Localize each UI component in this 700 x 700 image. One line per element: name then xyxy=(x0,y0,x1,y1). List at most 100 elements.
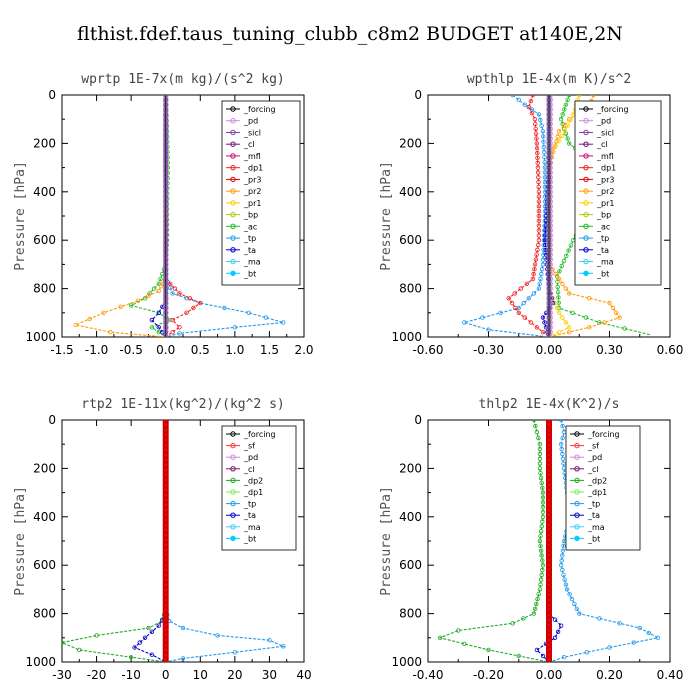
legend-label: _sf xyxy=(587,442,599,451)
series-marker-pr2 xyxy=(591,95,596,98)
chart-panel-1: wprtp 1E-7x(m kg)/(s^2 kg) Pressure [hPa]… xyxy=(13,72,314,357)
series-marker-tp xyxy=(560,456,566,461)
legend-label: _forcing xyxy=(243,430,276,439)
series-marker-pr2 xyxy=(614,310,619,315)
series-marker-tp xyxy=(558,420,564,423)
series-marker-tp xyxy=(540,262,546,267)
series-marker-dp2 xyxy=(537,456,543,461)
legend-label: _pr1 xyxy=(243,199,261,208)
series-marker-dp2 xyxy=(486,647,491,653)
series-marker-dp2 xyxy=(510,621,515,626)
series-marker-pr2 xyxy=(553,271,558,277)
series-marker-pr2 xyxy=(560,281,565,286)
series-marker-ta xyxy=(552,635,558,640)
series-marker-ac xyxy=(563,102,569,107)
legend-swatch-marker xyxy=(230,442,236,449)
series-marker-pr1 xyxy=(577,95,582,98)
series-marker-dp2 xyxy=(540,509,546,515)
x-tick-label: -1.5 xyxy=(50,343,73,357)
series-line-pr2 xyxy=(74,95,167,337)
y-tick-label: 200 xyxy=(399,136,422,150)
series-marker-tp xyxy=(558,442,564,447)
series-marker-ac xyxy=(566,248,571,253)
series-marker-tp xyxy=(222,305,227,311)
x-tick-label: 0.20 xyxy=(596,668,623,682)
legend-label: _sicl xyxy=(596,128,614,137)
series-marker-ta xyxy=(540,653,546,659)
legend-label: _ta xyxy=(587,511,600,520)
legend-label: _dp1 xyxy=(596,164,616,173)
series-marker-dp2 xyxy=(128,655,134,660)
legend-label: _bt xyxy=(243,269,256,278)
series-line-pr1 xyxy=(548,95,580,337)
series-line-ta xyxy=(133,420,167,662)
plot-area xyxy=(73,95,286,337)
legend-swatch-marker xyxy=(574,524,580,530)
x-tick-label: -0.30 xyxy=(473,343,504,357)
series-marker-dp2 xyxy=(533,423,538,429)
series-marker-dp2 xyxy=(532,606,538,611)
series-marker-dp1 xyxy=(509,300,515,306)
legend-label: _cl xyxy=(587,465,599,474)
series-marker-ac xyxy=(564,253,569,258)
legend-label: _bt xyxy=(587,534,600,543)
legend-label: _ma xyxy=(243,523,261,532)
legend-swatch-marker xyxy=(583,106,589,112)
series-marker-dp1 xyxy=(506,296,511,301)
legend-swatch-marker xyxy=(230,258,236,265)
series-marker-dp1 xyxy=(535,170,541,175)
x-tick-label: 20 xyxy=(227,668,242,682)
series-marker-pr1 xyxy=(568,117,573,123)
series-marker-dp1 xyxy=(528,320,534,325)
series-marker-ac xyxy=(562,107,567,112)
legend-swatch-marker xyxy=(583,258,589,265)
x-tick-label: -0.40 xyxy=(412,668,443,682)
series-marker-dp2 xyxy=(540,514,546,519)
series-marker-tp xyxy=(560,553,565,558)
series-marker-tp xyxy=(170,291,175,296)
legend-swatch-marker xyxy=(230,118,236,124)
y-axis-label: Pressure [hPa] xyxy=(13,486,28,596)
series-marker-tp xyxy=(537,281,542,286)
legend-swatch-marker xyxy=(574,489,580,495)
series-marker-ac xyxy=(151,286,157,291)
series-marker-ta xyxy=(149,629,155,634)
legend-box xyxy=(221,425,297,551)
y-tick-label: 800 xyxy=(399,282,422,296)
series-marker-tp xyxy=(526,296,531,301)
series-line-dp1 xyxy=(507,95,550,337)
series-marker-tp xyxy=(541,134,546,139)
series-marker-tp xyxy=(631,640,636,645)
series-marker-dp1 xyxy=(533,257,539,262)
series-marker-pr2 xyxy=(567,291,572,296)
legend-label: _mfl xyxy=(596,152,614,161)
series-marker-dp1 xyxy=(536,194,542,199)
series-marker-dp2 xyxy=(462,641,467,646)
series-marker-dp2 xyxy=(538,577,544,582)
series-line-ta xyxy=(151,95,167,337)
series-marker-ta xyxy=(142,635,148,640)
legend-label: _tp xyxy=(587,500,600,509)
panel-title: thlp2 1E-4x(K^2)/s xyxy=(479,397,620,412)
series-marker-ac xyxy=(622,326,627,331)
series-marker-dp2 xyxy=(539,553,544,558)
zero-profile-marker xyxy=(546,657,552,662)
series-marker-dp2 xyxy=(536,592,541,597)
series-marker-tp xyxy=(561,543,566,548)
series-marker-dp1 xyxy=(536,204,542,209)
x-tick-label: -0.5 xyxy=(119,343,142,357)
legend-swatch-marker xyxy=(574,442,580,449)
legend-swatch-marker xyxy=(583,223,589,230)
series-marker-dp2 xyxy=(534,429,540,435)
series-marker-dp2 xyxy=(537,446,543,452)
series-marker-dp1 xyxy=(529,110,535,116)
y-tick-label: 0 xyxy=(48,413,56,427)
series-marker-pr1 xyxy=(559,133,565,139)
series-marker-dp1 xyxy=(536,208,542,214)
series-marker-dp1 xyxy=(172,286,178,291)
series-marker-tp xyxy=(498,310,503,315)
series-marker-dp2 xyxy=(94,633,99,638)
series-marker-tp xyxy=(572,601,577,607)
series-marker-dp1 xyxy=(187,296,193,301)
